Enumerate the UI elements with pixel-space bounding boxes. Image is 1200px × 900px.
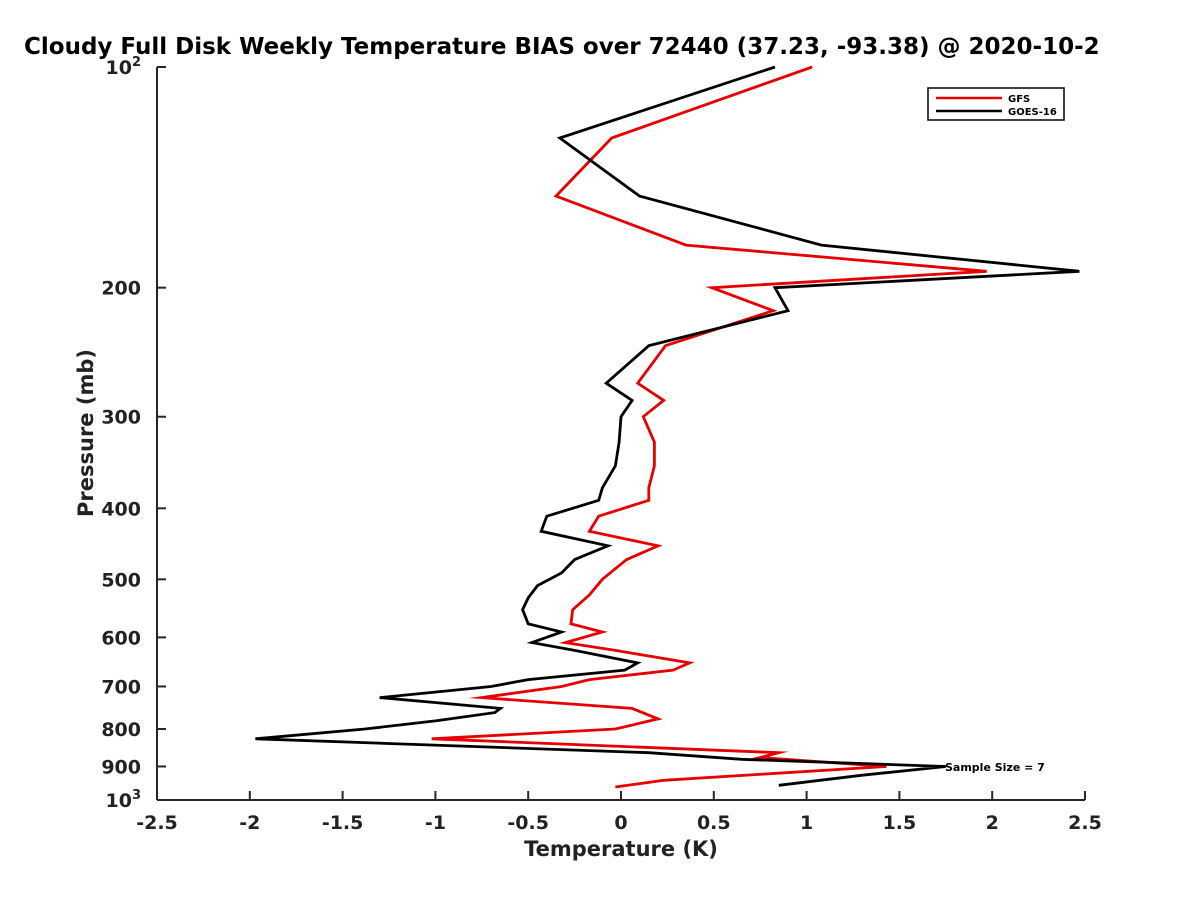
x-tick-label: -1.5 — [322, 812, 364, 834]
y-tick-base: 200 — [101, 278, 141, 300]
x-tick-label: 1 — [800, 812, 813, 834]
series-line-goes-16 — [255, 65, 1080, 787]
x-tick-label: 2 — [986, 812, 999, 834]
y-tick-base: 10 — [106, 57, 132, 79]
x-axis-label: Temperature (K) — [524, 837, 718, 861]
x-axis-ticks: -2.5 -2 -1.5 -1 -0.5 0 0.5 1 1.5 2 2.5 — [136, 791, 1102, 834]
y-tick-base: 600 — [101, 627, 141, 649]
x-tick-label: -2 — [239, 812, 260, 834]
y-tick-base: 700 — [101, 676, 141, 698]
y-tick-base: 10 — [106, 790, 132, 812]
legend: GFS GOES-16 — [927, 87, 1065, 121]
y-tick-label: 300 — [101, 407, 141, 429]
x-tick-label: 0 — [614, 812, 627, 834]
y-tick-base: 800 — [101, 719, 141, 741]
y-axis-label: Pressure (mb) — [74, 349, 98, 517]
x-tick-label: 2.5 — [1068, 812, 1102, 834]
legend-box — [927, 87, 1065, 121]
legend-label: GFS — [1008, 94, 1030, 105]
y-tick-base: 500 — [101, 569, 141, 591]
y-tick-label: 600 — [101, 627, 141, 649]
y-tick-label: 700 — [101, 676, 141, 698]
sample-size-annotation: Sample Size = 7 — [945, 761, 1045, 774]
legend-label: GOES-16 — [1008, 107, 1057, 118]
y-tick-label: 900 — [101, 756, 141, 778]
y-tick-base: 400 — [101, 498, 141, 520]
y-tick-label: 200 — [101, 278, 141, 300]
y-tick-label: 102 — [106, 55, 142, 79]
y-tick-exponent: 3 — [132, 788, 141, 803]
y-tick-base: 300 — [101, 407, 141, 429]
x-tick-label: 1.5 — [883, 812, 917, 834]
series-layer — [255, 65, 1080, 789]
x-tick-label: -1 — [425, 812, 446, 834]
y-tick-label: 400 — [101, 498, 141, 520]
y-tick-label: 800 — [101, 719, 141, 741]
x-tick-label: -2.5 — [136, 812, 178, 834]
x-tick-label: 0.5 — [697, 812, 731, 834]
y-tick-label: 500 — [101, 569, 141, 591]
x-tick-label: -0.5 — [507, 812, 549, 834]
y-tick-exponent: 2 — [132, 55, 141, 70]
y-tick-base: 900 — [101, 756, 141, 778]
chart-title: Cloudy Full Disk Weekly Temperature BIAS… — [24, 34, 1100, 60]
y-tick-label: 103 — [106, 788, 142, 812]
